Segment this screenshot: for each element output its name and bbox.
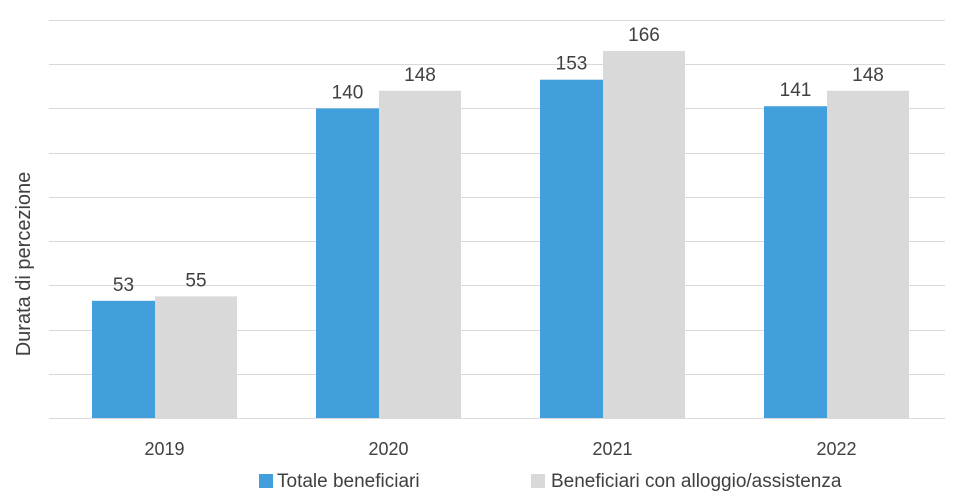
x-tick-label: 2022 (816, 439, 856, 459)
data-label: 148 (852, 65, 884, 86)
data-label: 148 (404, 65, 436, 86)
y-axis-label: Durata di percezione (13, 172, 35, 357)
data-label: 141 (780, 80, 812, 101)
x-tick-label: 2021 (592, 439, 632, 459)
data-label: 153 (556, 54, 588, 75)
x-tick-label: 2020 (368, 439, 408, 459)
x-tick-label: 2019 (144, 439, 184, 459)
bar-alloggio-2021 (603, 50, 685, 418)
data-label: 55 (185, 270, 206, 291)
bars (92, 50, 909, 418)
data-label: 166 (628, 25, 660, 46)
data-label: 53 (113, 275, 134, 296)
legend: Totale beneficiari Beneficiari con allogg… (259, 471, 842, 492)
legend-label: Beneficiari con alloggio/assistenza (551, 471, 842, 492)
legend-label: Totale beneficiari (277, 471, 420, 492)
legend-swatch (259, 474, 273, 488)
data-labels: 53 55 140 148 153 166 141 148 (113, 25, 884, 296)
bar-alloggio-2022 (827, 90, 909, 418)
bar-alloggio-2020 (379, 90, 461, 418)
bar-totale-2020 (316, 108, 379, 418)
bar-totale-2022 (764, 106, 827, 418)
bar-totale-2021 (540, 79, 603, 418)
legend-swatch (531, 474, 545, 488)
bar-alloggio-2019 (155, 296, 237, 418)
x-axis-ticks: 2019 2020 2021 2022 (144, 439, 856, 459)
data-label: 140 (332, 82, 364, 103)
bar-totale-2019 (92, 300, 155, 418)
